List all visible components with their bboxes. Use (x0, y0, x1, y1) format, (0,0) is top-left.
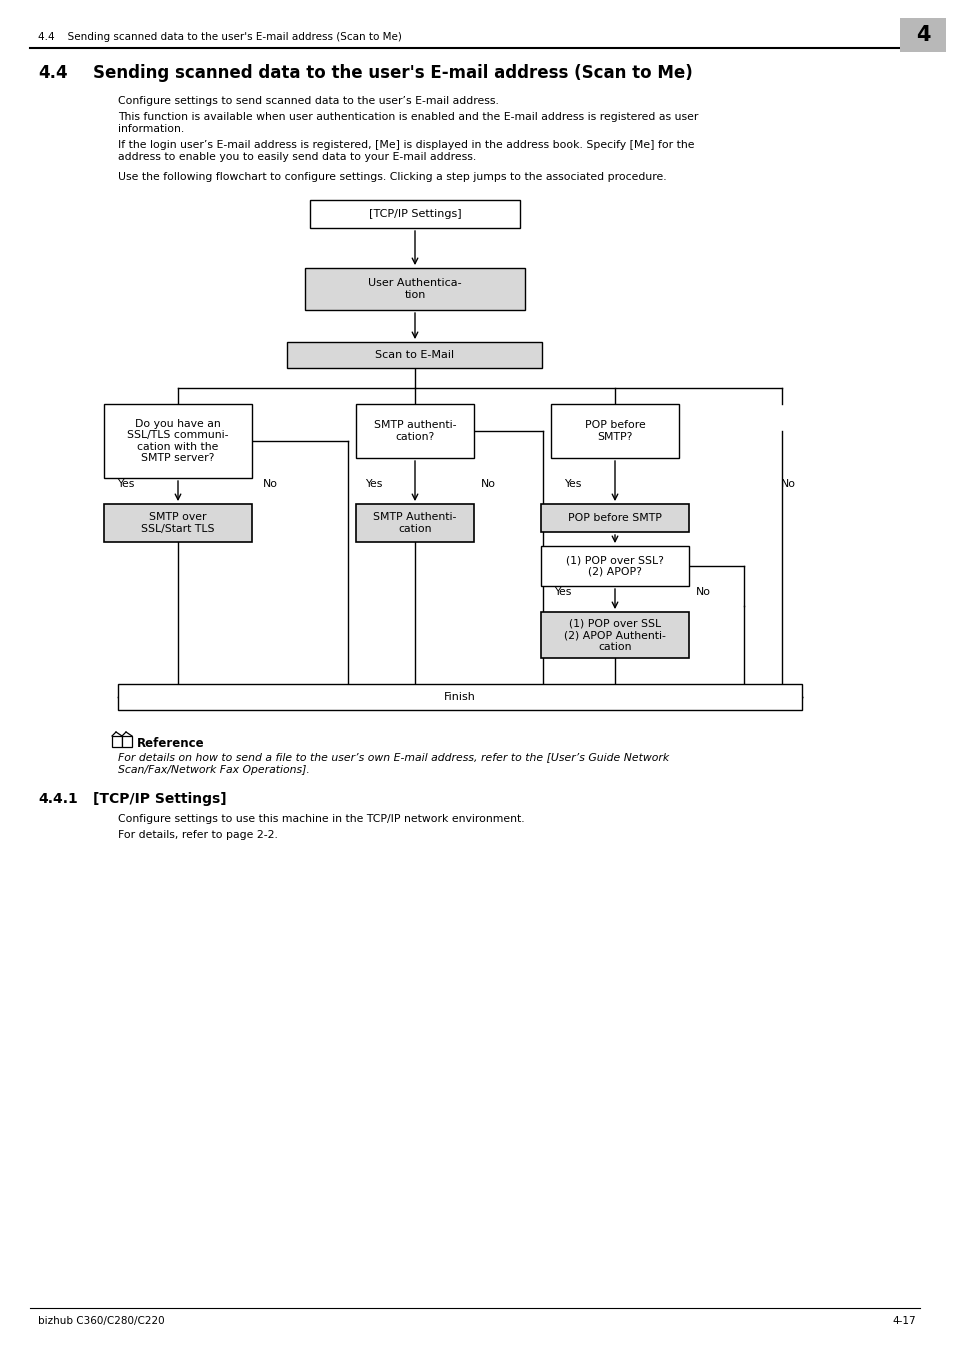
Text: Reference: Reference (137, 737, 204, 751)
FancyBboxPatch shape (355, 404, 474, 458)
FancyBboxPatch shape (540, 504, 688, 532)
Text: Configure settings to use this machine in the TCP/IP network environment.: Configure settings to use this machine i… (118, 814, 524, 824)
FancyBboxPatch shape (305, 269, 524, 311)
Text: Sending scanned data to the user's E-mail address (Scan to Me): Sending scanned data to the user's E-mai… (92, 63, 692, 82)
Text: User Authentica-
tion: User Authentica- tion (368, 278, 461, 300)
Text: No: No (780, 479, 795, 489)
Text: information.: information. (118, 124, 184, 134)
Text: Yes: Yes (564, 479, 581, 489)
Text: Finish: Finish (443, 693, 476, 702)
FancyBboxPatch shape (104, 504, 252, 541)
Text: No: No (695, 587, 710, 597)
Text: This function is available when user authentication is enabled and the E-mail ad: This function is available when user aut… (118, 112, 698, 122)
Text: 4.4    Sending scanned data to the user's E-mail address (Scan to Me): 4.4 Sending scanned data to the user's E… (38, 32, 401, 42)
Text: (1) POP over SSL?
(2) APOP?: (1) POP over SSL? (2) APOP? (565, 555, 663, 576)
Text: Yes: Yes (554, 587, 571, 597)
Text: If the login user’s E-mail address is registered, [Me] is displayed in the addre: If the login user’s E-mail address is re… (118, 140, 694, 150)
FancyBboxPatch shape (287, 342, 542, 369)
Text: Yes: Yes (117, 479, 134, 489)
Text: No: No (262, 479, 277, 489)
Text: POP before
SMTP?: POP before SMTP? (584, 420, 644, 441)
FancyBboxPatch shape (112, 736, 122, 747)
Text: Use the following flowchart to configure settings. Clicking a step jumps to the : Use the following flowchart to configure… (118, 171, 666, 182)
FancyBboxPatch shape (899, 18, 945, 53)
Text: Configure settings to send scanned data to the user’s E-mail address.: Configure settings to send scanned data … (118, 96, 498, 107)
Text: POP before SMTP: POP before SMTP (567, 513, 661, 522)
Text: 4.4.1: 4.4.1 (38, 792, 77, 806)
Text: [TCP/IP Settings]: [TCP/IP Settings] (92, 792, 227, 806)
Text: Scan to E-Mail: Scan to E-Mail (375, 350, 454, 360)
FancyBboxPatch shape (540, 545, 688, 586)
Text: [TCP/IP Settings]: [TCP/IP Settings] (368, 209, 461, 219)
Text: 4-17: 4-17 (891, 1316, 915, 1326)
Text: 4.4: 4.4 (38, 63, 68, 82)
FancyBboxPatch shape (122, 736, 132, 747)
Text: Yes: Yes (365, 479, 382, 489)
Text: For details, refer to page 2-2.: For details, refer to page 2-2. (118, 830, 277, 840)
Text: SMTP authenti-
cation?: SMTP authenti- cation? (374, 420, 456, 441)
Text: For details on how to send a file to the user’s own E-mail address, refer to the: For details on how to send a file to the… (118, 752, 668, 761)
FancyBboxPatch shape (310, 200, 519, 228)
Text: SMTP over
SSL/Start TLS: SMTP over SSL/Start TLS (141, 512, 214, 533)
Text: (1) POP over SSL
(2) APOP Authenti-
cation: (1) POP over SSL (2) APOP Authenti- cati… (563, 618, 665, 652)
Text: Scan/Fax/Network Fax Operations].: Scan/Fax/Network Fax Operations]. (118, 765, 310, 775)
Text: address to enable you to easily send data to your E-mail address.: address to enable you to easily send dat… (118, 153, 476, 162)
FancyBboxPatch shape (104, 404, 252, 478)
Text: Do you have an
SSL/TLS communi-
cation with the
SMTP server?: Do you have an SSL/TLS communi- cation w… (127, 418, 229, 463)
FancyBboxPatch shape (355, 504, 474, 541)
FancyBboxPatch shape (118, 684, 801, 710)
Text: No: No (480, 479, 495, 489)
FancyBboxPatch shape (540, 612, 688, 657)
Text: bizhub C360/C280/C220: bizhub C360/C280/C220 (38, 1316, 165, 1326)
Text: SMTP Authenti-
cation: SMTP Authenti- cation (373, 512, 456, 533)
FancyBboxPatch shape (551, 404, 679, 458)
Text: 4: 4 (915, 26, 929, 45)
